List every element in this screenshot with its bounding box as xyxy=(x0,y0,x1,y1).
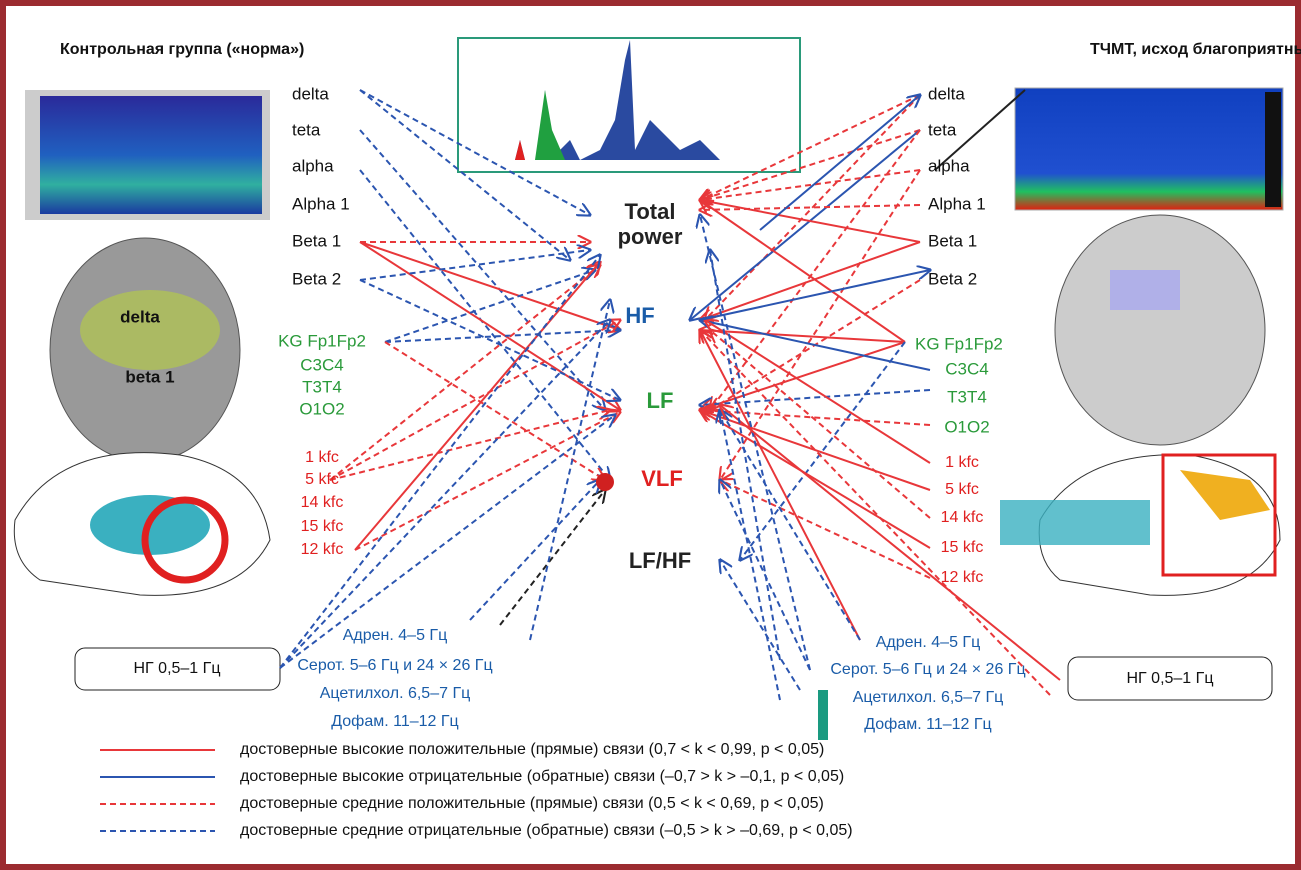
brain-label: beta 1 xyxy=(125,367,174,386)
kg-label: C3C4 xyxy=(945,359,988,378)
kfc-label: 5 kfc xyxy=(305,471,339,488)
connection-arrow xyxy=(330,410,610,480)
kg-label: KG Fp1Fp2 xyxy=(278,331,366,350)
legend-label: достоверные высокие положительные (прямы… xyxy=(240,741,824,758)
kfc-label: 14 kfc xyxy=(301,494,344,511)
panel-title: Контрольная группа («норма») xyxy=(60,41,304,58)
legend-label: достоверные средние отрицательные (обрат… xyxy=(240,822,853,839)
kg-label: T3T4 xyxy=(302,377,342,396)
eeg-label: Alpha 1 xyxy=(292,194,350,213)
brain-area-right2 xyxy=(1000,500,1150,545)
neuro-label: Дофам. 11–12 Гц xyxy=(331,713,458,730)
kg-label: O1O2 xyxy=(944,417,989,436)
kg-label: C3C4 xyxy=(300,355,343,374)
spectrogram-bar xyxy=(1265,92,1281,207)
connection-arrow xyxy=(740,342,905,560)
eeg-label: teta xyxy=(292,120,321,139)
box-label: НГ 0,5–1 Гц xyxy=(1127,670,1214,687)
connection-arrow xyxy=(700,170,920,200)
marker-bar xyxy=(818,690,828,740)
connection-arrow xyxy=(700,200,905,342)
page: Контрольная группа («норма») ТЧМТ, исход … xyxy=(0,0,1301,870)
connection-arrow xyxy=(360,242,620,330)
connection-arrow xyxy=(330,265,600,480)
eeg-label: alpha xyxy=(292,156,334,175)
eeg-label: Alpha 1 xyxy=(928,194,986,213)
connection-arrow xyxy=(710,250,780,660)
center-node: LF xyxy=(647,388,674,413)
node-dot xyxy=(596,473,614,491)
center-node: Total xyxy=(625,199,676,224)
connection-arrow xyxy=(360,242,620,410)
kfc-label: 1 kfc xyxy=(305,449,339,466)
connection-arrow xyxy=(355,412,620,550)
legend-label: достоверные высокие отрицательные (обрат… xyxy=(240,768,844,785)
connection-arrow xyxy=(700,270,930,320)
panel-title: ТЧМТ, исход благоприятный xyxy=(1090,41,1301,58)
connection-arrow xyxy=(700,242,920,320)
connection-arrow xyxy=(500,490,605,625)
kfc-label: 12 kfc xyxy=(301,541,344,558)
neuro-label: Дофам. 11–12 Гц xyxy=(864,716,991,733)
brain-zone-right xyxy=(1110,270,1180,310)
kg-label: T3T4 xyxy=(947,387,987,406)
eeg-label: Beta 1 xyxy=(292,231,341,250)
connection-arrow xyxy=(470,480,600,620)
connection-arrow xyxy=(700,330,860,640)
brain-label: delta xyxy=(120,307,160,326)
eeg-spectrogram-body xyxy=(40,96,262,214)
eeg-label: delta xyxy=(928,84,965,103)
center-node: power xyxy=(618,224,683,249)
neuro-label: Ацетилхол. 6,5–7 Гц xyxy=(853,689,1004,706)
center-node: VLF xyxy=(641,466,683,491)
eeg-label: alpha xyxy=(928,156,970,175)
connection-arrow xyxy=(360,280,620,400)
eeg-label: delta xyxy=(292,84,329,103)
eeg-label: Beta 2 xyxy=(928,269,977,288)
kfc-label: 15 kfc xyxy=(301,518,344,535)
connection-arrow xyxy=(330,320,620,480)
kfc-label: 15 kfc xyxy=(941,539,984,556)
connection-arrow xyxy=(720,170,920,480)
eeg-label: Beta 1 xyxy=(928,231,977,250)
kfc-label: 1 kfc xyxy=(945,454,979,471)
kg-label: KG Fp1Fp2 xyxy=(915,334,1003,353)
connection-arrow xyxy=(720,480,810,670)
neuro-label: Серот. 5–6 Гц и 24 × 26 Гц xyxy=(830,661,1025,678)
eeg-label: teta xyxy=(928,120,957,139)
neuro-label: Адрен. 4–5 Гц xyxy=(343,627,448,644)
connection-arrow xyxy=(360,170,610,480)
brain-top-right xyxy=(1055,215,1265,445)
neuro-label: Адрен. 4–5 Гц xyxy=(876,634,981,651)
box-label: НГ 0,5–1 Гц xyxy=(134,660,221,677)
kfc-label: 12 kfc xyxy=(941,569,984,586)
eeg-spectrogram-right xyxy=(1015,88,1283,210)
diagram: Контрольная группа («норма») ТЧМТ, исход … xyxy=(0,0,1301,870)
connection-arrow xyxy=(530,300,610,640)
eeg-label: Beta 2 xyxy=(292,269,341,288)
kg-label: O1O2 xyxy=(299,399,344,418)
center-node: HF xyxy=(625,303,654,328)
connection-arrow xyxy=(355,262,600,550)
neuro-label: Ацетилхол. 6,5–7 Гц xyxy=(320,685,471,702)
brain-zone xyxy=(80,290,220,370)
kfc-label: 5 kfc xyxy=(945,481,979,498)
kfc-label: 14 kfc xyxy=(941,509,984,526)
connection-arrow xyxy=(700,342,905,410)
legend-label: достоверные средние положительные (прямы… xyxy=(240,795,824,812)
neuro-label: Серот. 5–6 Гц и 24 × 26 Гц xyxy=(297,657,492,674)
center-node: LF/HF xyxy=(629,548,691,573)
